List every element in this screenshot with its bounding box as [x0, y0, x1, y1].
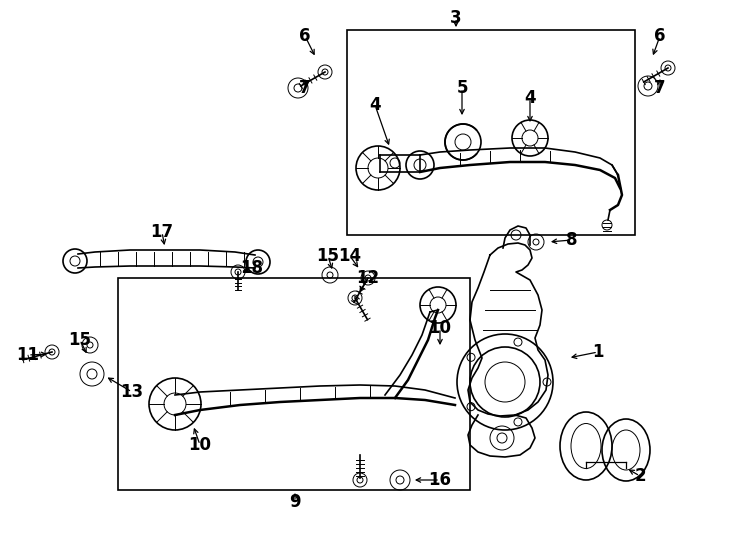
Text: 15: 15 [68, 331, 92, 349]
Polygon shape [468, 415, 535, 457]
Text: 9: 9 [289, 493, 301, 511]
Text: 10: 10 [429, 319, 451, 337]
Polygon shape [468, 243, 548, 416]
Text: 7: 7 [299, 79, 310, 97]
Text: 6: 6 [654, 27, 666, 45]
Text: 4: 4 [524, 89, 536, 107]
Text: 7: 7 [654, 79, 666, 97]
Text: 13: 13 [120, 383, 144, 401]
Text: 2: 2 [634, 467, 646, 485]
Text: 18: 18 [241, 259, 264, 277]
Text: 5: 5 [457, 79, 468, 97]
Text: 6: 6 [299, 27, 310, 45]
Text: 11: 11 [16, 346, 40, 364]
Bar [118, 278, 470, 490]
Text: 4: 4 [369, 96, 381, 114]
Polygon shape [503, 226, 530, 248]
Text: 8: 8 [566, 231, 578, 249]
Text: 1: 1 [592, 343, 604, 361]
Text: 3: 3 [450, 9, 462, 27]
Text: 12: 12 [357, 269, 379, 287]
Text: 17: 17 [150, 223, 173, 241]
Text: 14: 14 [338, 247, 362, 265]
Bar [347, 30, 635, 235]
Text: 16: 16 [429, 471, 451, 489]
Text: 15: 15 [316, 247, 340, 265]
Text: 10: 10 [189, 436, 211, 454]
